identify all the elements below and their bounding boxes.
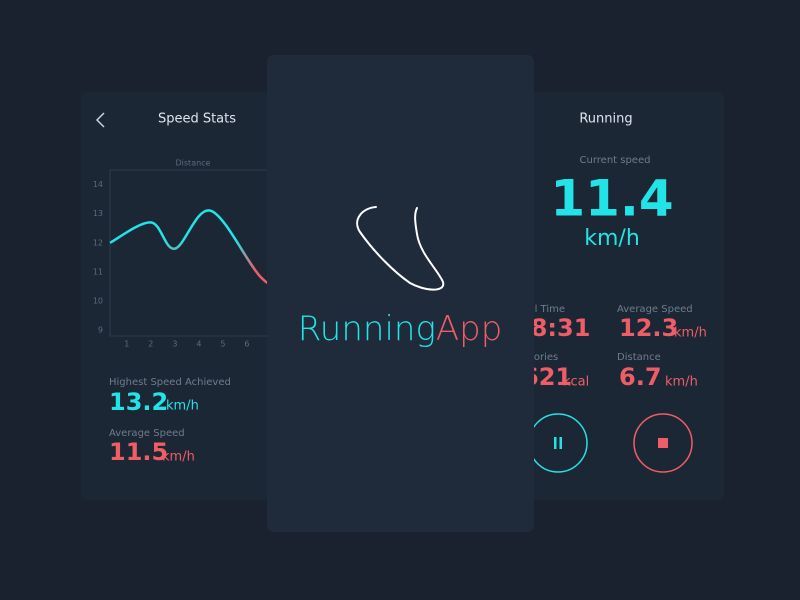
card-title: Running [579, 112, 632, 127]
pause-bar [554, 437, 557, 449]
stat-unit: kcal [563, 375, 589, 390]
card-bg [267, 55, 534, 532]
x-tick-label: 1 [124, 340, 129, 349]
stat-value: 11.5 [109, 438, 168, 466]
current-speed-label: Current speed [580, 155, 651, 166]
stop-ring [633, 413, 693, 473]
y-tick-label: 10 [93, 297, 103, 306]
card-title: Speed Stats [158, 112, 236, 127]
chart-frame [109, 169, 295, 337]
stat-label: Calories [518, 352, 558, 363]
running-card: Running Current speed 11.4 km/h Total Ti… [492, 92, 724, 500]
x-tick-label: 3 [172, 340, 177, 349]
x-tick-label: 2 [148, 340, 153, 349]
y-tick-label: 11 [93, 267, 103, 276]
y-tick-label: 9 [98, 326, 103, 335]
stat-unit: km/h [665, 375, 698, 390]
x-tick-label: 4 [196, 340, 201, 349]
stat-label: Distance [617, 352, 661, 363]
stat-label: Average Speed [617, 304, 693, 315]
splash-card: RunningApp [267, 55, 534, 532]
stat-value: 13.2 [109, 388, 168, 416]
y-tick-label: 13 [93, 209, 103, 218]
x-tick-label: 6 [244, 340, 249, 349]
speed-line [109, 209, 296, 297]
current-speed-value: 11.4 [550, 170, 673, 228]
current-speed-unit: km/h [584, 226, 640, 251]
stat-unit: km/h [162, 450, 195, 465]
pause-bar [559, 437, 562, 449]
stat-unit: km/h [674, 326, 707, 341]
card-bg [492, 92, 724, 500]
stop-button[interactable] [633, 413, 693, 473]
stat-unit: km/h [166, 399, 199, 414]
stat-value: 6.7 [619, 363, 662, 391]
brand-name: RunningApp [298, 309, 503, 349]
stop-square [658, 438, 668, 448]
chart-title: Distance [176, 159, 211, 168]
brand-first: Running [298, 309, 436, 349]
stat-label: Highest Speed Achieved [109, 377, 231, 388]
y-tick-label: 12 [93, 238, 103, 247]
x-tick-label: 5 [220, 340, 225, 349]
card-bg [81, 92, 313, 500]
back-button[interactable] [95, 112, 105, 128]
stat-value: 12.3 [619, 314, 678, 342]
foot-logo [356, 206, 445, 291]
stat-label: Total Time [513, 304, 565, 315]
y-tick-label: 14 [93, 180, 103, 189]
brand-second: App [436, 309, 502, 349]
stat-label: Average Speed [109, 428, 185, 439]
